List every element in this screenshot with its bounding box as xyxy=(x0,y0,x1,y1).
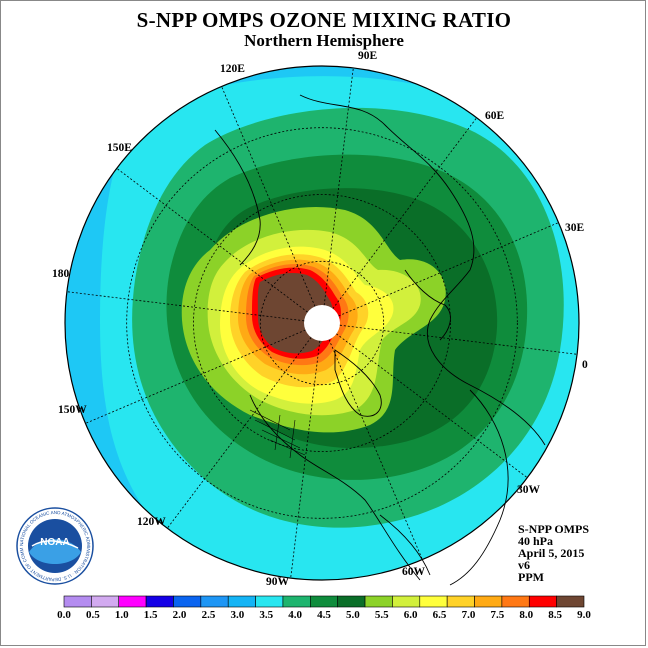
colorbar-tick-label: 5.0 xyxy=(346,609,360,621)
coastline-africa xyxy=(449,389,509,586)
colorbar-tick-label: 2.5 xyxy=(201,609,216,621)
coastline-scandinavia xyxy=(404,269,451,341)
colorbar-tick-label: 8.5 xyxy=(548,609,562,621)
lon-label-150w: 150W xyxy=(58,404,87,416)
coastline-asia-east xyxy=(214,129,261,266)
info-instrument: S-NPP OMPS xyxy=(518,522,589,536)
coastline-eurasia xyxy=(299,94,546,446)
colorbar-tick-label: 3.0 xyxy=(230,609,245,621)
coastlines xyxy=(214,94,546,586)
lon-label-120e: 120E xyxy=(220,63,245,75)
lon-label-150e: 150E xyxy=(107,142,132,154)
map-subtitle: Northern Hemisphere xyxy=(244,31,404,50)
graticule xyxy=(66,67,578,579)
parallel-circle xyxy=(126,127,518,519)
colorbar-tick-label: 0.0 xyxy=(57,609,71,621)
info-units: PPM xyxy=(518,570,544,584)
colorbar-tick-label: 7.0 xyxy=(461,609,476,621)
ozone-contour-field xyxy=(65,66,579,580)
colorbar-tick-label: 6.0 xyxy=(403,609,418,621)
lon-label-120w: 120W xyxy=(137,516,166,528)
info-block: S-NPP OMPS 40 hPa April 5, 2015 v6 PPM xyxy=(518,523,589,583)
lon-label-60w: 60W xyxy=(402,566,425,578)
info-date: April 5, 2015 xyxy=(518,546,585,560)
lon-label-90e: 90E xyxy=(358,50,378,62)
polar-data-gap xyxy=(304,305,340,341)
colorbar-tick-label: 1.5 xyxy=(143,609,158,621)
colorbar-tick-label: 4.5 xyxy=(317,609,331,621)
colorbar-tick-label: 6.5 xyxy=(432,609,447,621)
info-version: v6 xyxy=(518,558,530,572)
coastline-us-grid xyxy=(249,409,306,459)
colorbar-tick-label: 2.0 xyxy=(172,609,187,621)
lon-label-0: 0 xyxy=(582,359,588,371)
colorbar-tick-label: 1.0 xyxy=(114,609,129,621)
parallel-circle xyxy=(259,260,385,386)
parallel-circle xyxy=(193,194,451,452)
coastline-south-america xyxy=(379,514,431,576)
colorbar-tick-label: 3.5 xyxy=(259,609,274,621)
colorbar-tick-label: 4.0 xyxy=(288,609,302,621)
lon-label-60e: 60E xyxy=(485,110,505,122)
coastline-north-america xyxy=(249,394,421,581)
colorbar-tick-label: 8.0 xyxy=(519,609,534,621)
colorbar-tick-label: 5.5 xyxy=(374,609,389,621)
map-title: S-NPP OMPS OZONE MIXING RATIO xyxy=(136,8,512,32)
colorbar-tick-label: 9.0 xyxy=(577,609,591,621)
colorbar-tick-label: 0.5 xyxy=(86,609,100,621)
info-level: 40 hPa xyxy=(518,534,554,548)
map-boundary xyxy=(64,65,580,581)
lon-label-180: 180 xyxy=(52,268,70,280)
lon-label-30e: 30E xyxy=(565,222,585,234)
colorbar-tick-label: 7.5 xyxy=(490,609,505,621)
lon-label-90w: 90W xyxy=(266,576,289,588)
coastline-greenland xyxy=(334,349,382,417)
lon-label-30w: 30W xyxy=(517,484,540,496)
